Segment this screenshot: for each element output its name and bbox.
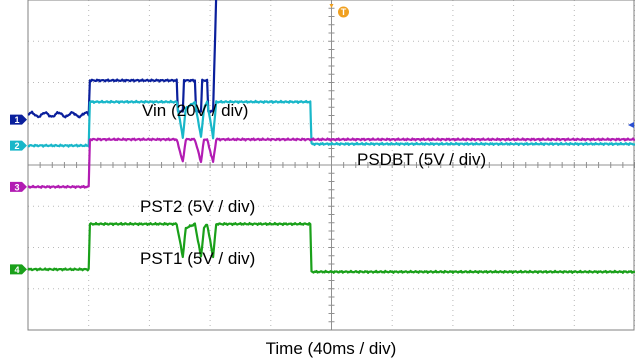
channel-marker-label: 2 [14,141,19,151]
vin-label: Vin (20V / div) [142,101,248,120]
plot-frame [27,0,635,331]
channel-marker-4: 4 [10,264,27,275]
channel-marker-1: 1 [10,114,27,125]
trigger-marker-shape [338,6,349,18]
traces [27,0,635,274]
channel-marker-shape [10,181,27,192]
trace-3 [27,99,635,148]
trigger-level-arrow [628,122,634,128]
trigger-marker-label: T [341,7,347,17]
trace-1 [27,0,218,119]
channel-marker-label: 3 [14,182,19,192]
trace-4 [27,137,635,189]
grid [27,0,635,331]
channel-marker-label: 1 [14,115,19,125]
x-axis-label: Time (40ms / div) [266,339,397,358]
channel-marker-shape [10,140,27,151]
trace-5 [27,221,635,274]
channel-marker-3: 3 [10,181,27,192]
pst2-label: PST2 (5V / div) [140,197,255,216]
trigger-position-arrow [329,4,334,8]
channel-marker-shape [10,264,27,275]
trigger-marker: T [329,4,349,18]
channel-marker-2: 2 [10,140,27,151]
channel-markers: 1 2 3 4 T [10,4,634,275]
psdbt-label: PSDBT (5V / div) [357,150,486,169]
pst1-label: PST1 (5V / div) [140,249,255,268]
channel-marker-label: 4 [14,265,19,275]
channel-marker-shape [10,114,27,125]
